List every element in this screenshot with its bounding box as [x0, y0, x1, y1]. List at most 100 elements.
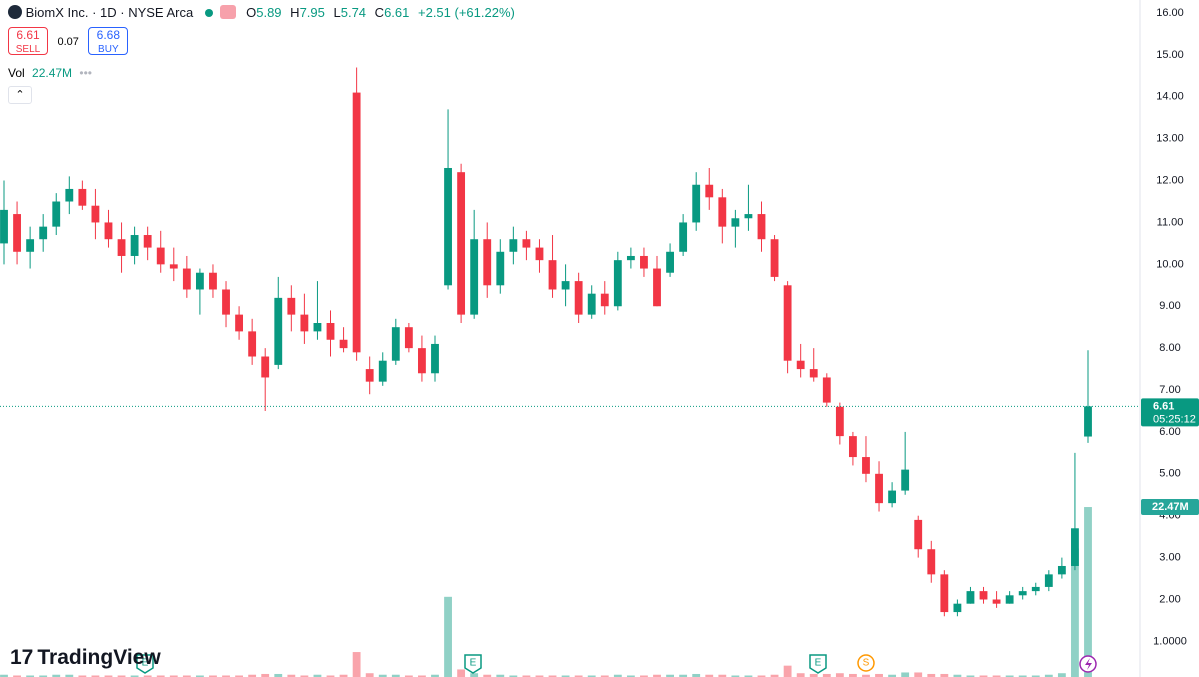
volume-bar: [992, 675, 1001, 677]
volume-bar: [548, 675, 557, 677]
volume-bar: [1044, 674, 1053, 677]
buy-button[interactable]: 6.68 BUY: [88, 27, 129, 55]
volume-bar: [940, 673, 949, 677]
sell-button[interactable]: 6.61 SELL: [8, 27, 48, 55]
candle-body: [313, 322, 322, 332]
volume-bar: [822, 673, 831, 677]
y-tick-label: 1.0000: [1153, 635, 1187, 647]
candle-body: [26, 239, 35, 252]
buy-price: 6.68: [96, 28, 120, 42]
volume-bar: [496, 674, 505, 677]
volume-bar: [979, 675, 988, 677]
candle-body: [992, 599, 1001, 604]
candle-body: [182, 268, 191, 290]
candle-body: [679, 222, 688, 252]
candle-body: [104, 222, 113, 240]
sell-label: SELL: [15, 44, 41, 55]
volume-bar: [692, 673, 701, 677]
trade-buttons: 6.61 SELL 0.07 6.68 BUY: [8, 27, 129, 55]
y-tick-label: 3.00: [1159, 552, 1180, 564]
candle-body: [274, 297, 283, 365]
event-label: E: [815, 658, 822, 669]
event-marker: [464, 654, 482, 674]
volume-bar: [613, 674, 622, 677]
volume-bar: [352, 652, 361, 677]
event-marker: [136, 654, 154, 674]
volume-bar: [953, 674, 962, 677]
volume-bar: [431, 674, 439, 677]
candle-body: [326, 322, 335, 340]
candle-body: [600, 293, 609, 307]
event-marker: [809, 654, 827, 674]
volume-bar: [1071, 548, 1079, 677]
volume-bar: [235, 675, 244, 677]
symbol-title: BiomX Inc. · 1D · NYSE Arca: [25, 5, 194, 20]
candle-body: [783, 285, 792, 361]
ohlc-key: L: [333, 5, 341, 20]
volume-bar: [39, 675, 48, 677]
legend: BiomX Inc. · 1D · NYSE Arca O5.89 H7.95 …: [8, 5, 520, 20]
volume-bar: [444, 596, 452, 677]
candle-body: [130, 235, 139, 256]
volume-legend: Vol 22.47M •••: [8, 66, 93, 80]
y-tick-label: 13.00: [1156, 133, 1184, 145]
data-status[interactable]: [220, 5, 237, 19]
volume-bar: [561, 675, 570, 677]
volume-bar: [1018, 675, 1027, 677]
volume-bar: [875, 673, 883, 677]
volume-bar: [248, 674, 257, 677]
volume-bar: [770, 674, 779, 677]
volume-bar: [509, 675, 518, 677]
candle-body: [1018, 591, 1027, 596]
candle-body: [731, 218, 740, 227]
dividend-icon: [1085, 658, 1092, 670]
market-status[interactable]: [204, 9, 213, 17]
event-label: S: [863, 658, 870, 669]
candle-body: [692, 184, 701, 223]
volume-bar: [378, 674, 387, 677]
volume-name: Vol: [8, 66, 25, 80]
candle-body: [1005, 595, 1014, 604]
volume-bar: [182, 675, 191, 677]
candle-body: [483, 239, 492, 286]
candle-body: [927, 549, 936, 575]
collapse-button[interactable]: ⌃: [8, 86, 32, 104]
y-tick-label: 10.00: [1156, 258, 1184, 270]
change: +2.51 (+61.22%): [418, 5, 515, 20]
candle-body: [470, 239, 479, 315]
candle-body: [666, 251, 674, 273]
ohlc-key: C: [374, 5, 385, 20]
volume-bar: [52, 674, 61, 677]
candle-body: [653, 268, 661, 307]
volume-bar: [209, 675, 217, 677]
volume-bar: [130, 675, 139, 677]
candle-body: [888, 490, 897, 504]
candle-body: [835, 406, 844, 437]
volume-bar: [600, 675, 609, 677]
candle-body: [339, 339, 348, 349]
candle-body: [809, 369, 818, 378]
volume-bar: [901, 672, 910, 677]
volume-bar: [718, 674, 727, 677]
volume-bar: [261, 673, 270, 677]
candle-body: [862, 457, 870, 474]
volume-bar: [888, 674, 897, 677]
event-marker: [857, 654, 875, 672]
candle-body: [300, 314, 309, 332]
volume-bar: [339, 674, 348, 677]
volume-bar: [313, 674, 322, 677]
volume-bar: [156, 675, 165, 677]
candle-body: [718, 197, 727, 227]
y-tick-label: 5.00: [1159, 468, 1180, 480]
candle-body: [248, 331, 257, 357]
candle-body: [522, 239, 531, 248]
volume-bar: [1005, 675, 1014, 677]
event-label: E: [142, 658, 149, 669]
candle-body: [431, 343, 439, 374]
volume-bar: [78, 675, 87, 677]
volume-bar: [391, 674, 400, 677]
y-tick-label: 7.00: [1159, 384, 1180, 396]
volume-bar: [274, 673, 283, 677]
candle-body: [574, 281, 583, 315]
